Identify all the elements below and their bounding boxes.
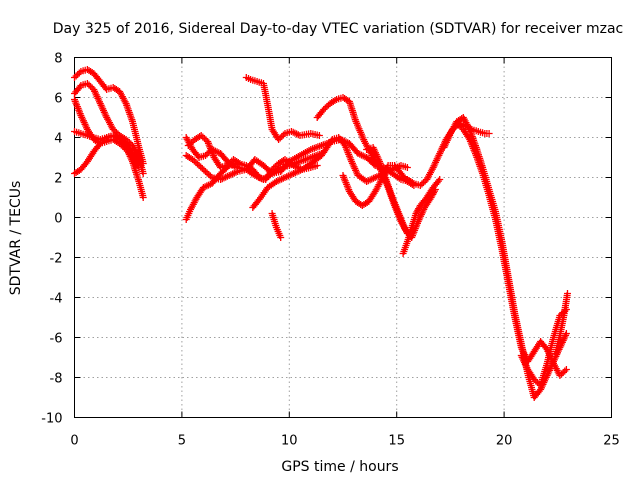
axis-ticks: 0 5 10 15 20 25 -10 -8 -6 -4 -2 0 2 4 6 8: [41, 52, 620, 449]
y-tick-label: 0: [54, 212, 62, 227]
y-tick-label: 6: [54, 92, 62, 107]
data-marks: [71, 66, 571, 401]
y-tick-label: -2: [50, 252, 63, 267]
y-tick-label: 4: [54, 132, 62, 147]
series-sat-t: [517, 306, 570, 389]
marker-trace: [268, 210, 285, 241]
grid-lines: [74, 57, 612, 418]
x-tick-label: 5: [178, 434, 186, 449]
marker-trace: [517, 306, 570, 389]
marker-trace: [182, 156, 321, 223]
y-tick-label: -10: [41, 412, 62, 427]
x-tick-label: 20: [496, 434, 513, 449]
series-sat-a: [71, 66, 147, 167]
chart-title: Day 325 of 2016, Sidereal Day-to-day VTE…: [53, 21, 623, 37]
series-sat-e: [71, 132, 147, 201]
series-sat-p: [399, 176, 444, 257]
y-tick-label: 2: [54, 172, 62, 187]
marker-trace: [552, 290, 571, 357]
y-tick-label: -8: [50, 372, 63, 387]
y-tick-label: -4: [50, 292, 63, 307]
y-tick-label: -6: [50, 332, 63, 347]
marker-trace: [399, 176, 444, 257]
marker-trace: [71, 66, 147, 167]
x-tick-label: 0: [70, 434, 78, 449]
series-sat-h: [182, 156, 321, 223]
series-sat-i: [184, 132, 244, 171]
marker-trace: [71, 132, 147, 201]
x-tick-label: 25: [603, 434, 620, 449]
series-sat-j: [242, 74, 323, 143]
x-tick-label: 10: [281, 434, 298, 449]
series-sat-u: [552, 290, 571, 357]
x-tick-label: 15: [388, 434, 405, 449]
marker-trace: [242, 74, 323, 143]
y-axis-label: SDTVAR / TECUs: [8, 181, 24, 296]
plot-frame: [74, 57, 612, 418]
x-axis-label: GPS time / hours: [281, 459, 398, 475]
y-tick-label: 8: [54, 52, 62, 67]
series-sat-l: [268, 210, 285, 241]
marker-trace: [184, 132, 244, 171]
